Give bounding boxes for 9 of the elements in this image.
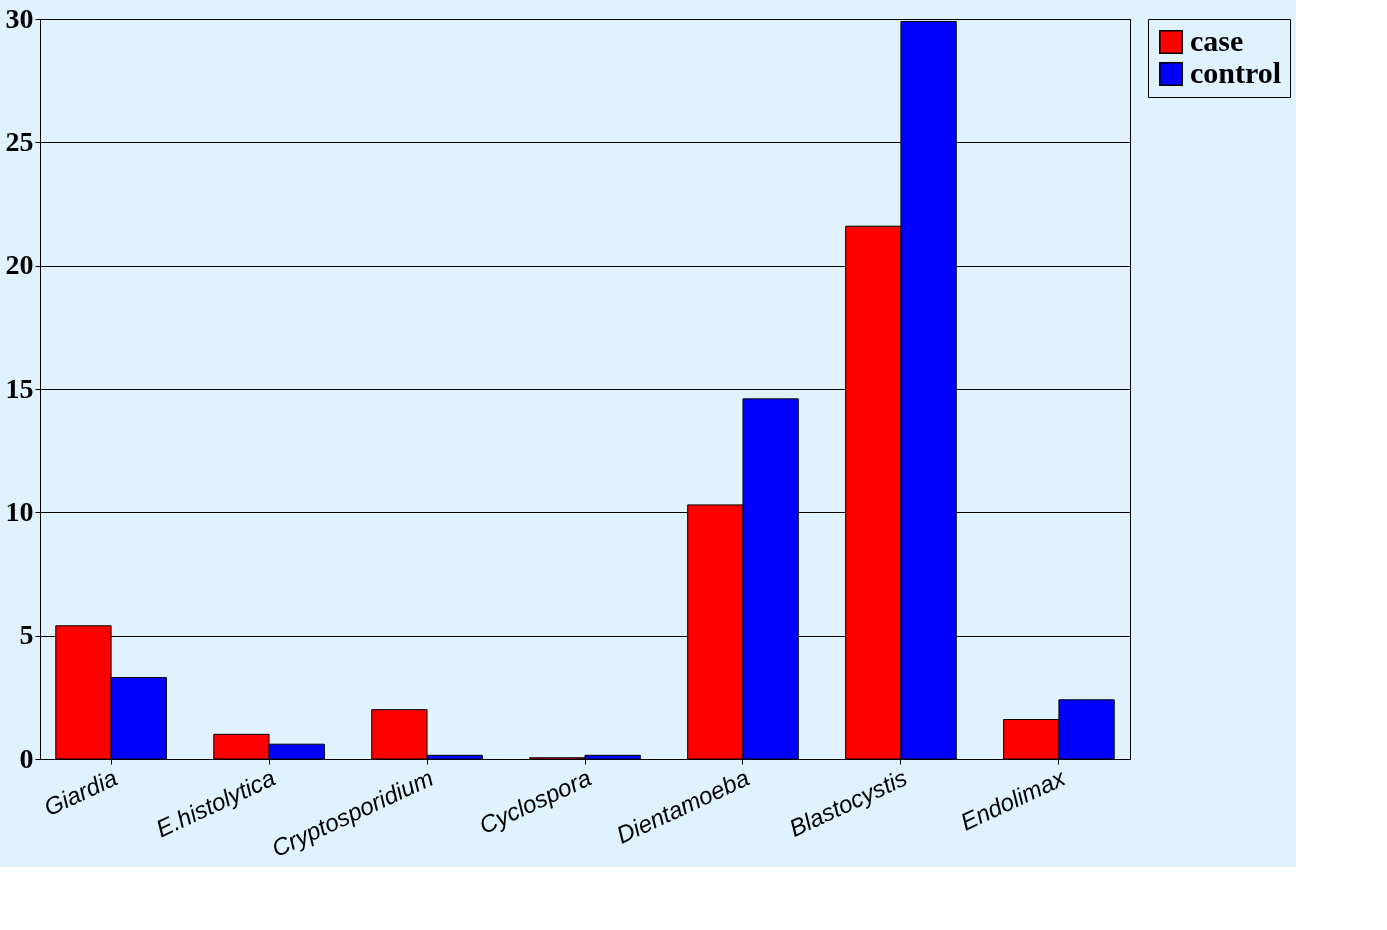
y-tick-label: 30 — [5, 2, 34, 34]
legend-label: case — [1190, 24, 1244, 57]
y-tick-label: 15 — [5, 372, 34, 404]
y-tick-label: 20 — [5, 249, 34, 281]
y-tick-label: 0 — [19, 742, 34, 774]
y-tick-label: 5 — [19, 619, 34, 651]
y-tick-label: 25 — [5, 125, 34, 157]
y-tick-label: 10 — [5, 495, 34, 527]
legend-label: control — [1190, 56, 1282, 89]
